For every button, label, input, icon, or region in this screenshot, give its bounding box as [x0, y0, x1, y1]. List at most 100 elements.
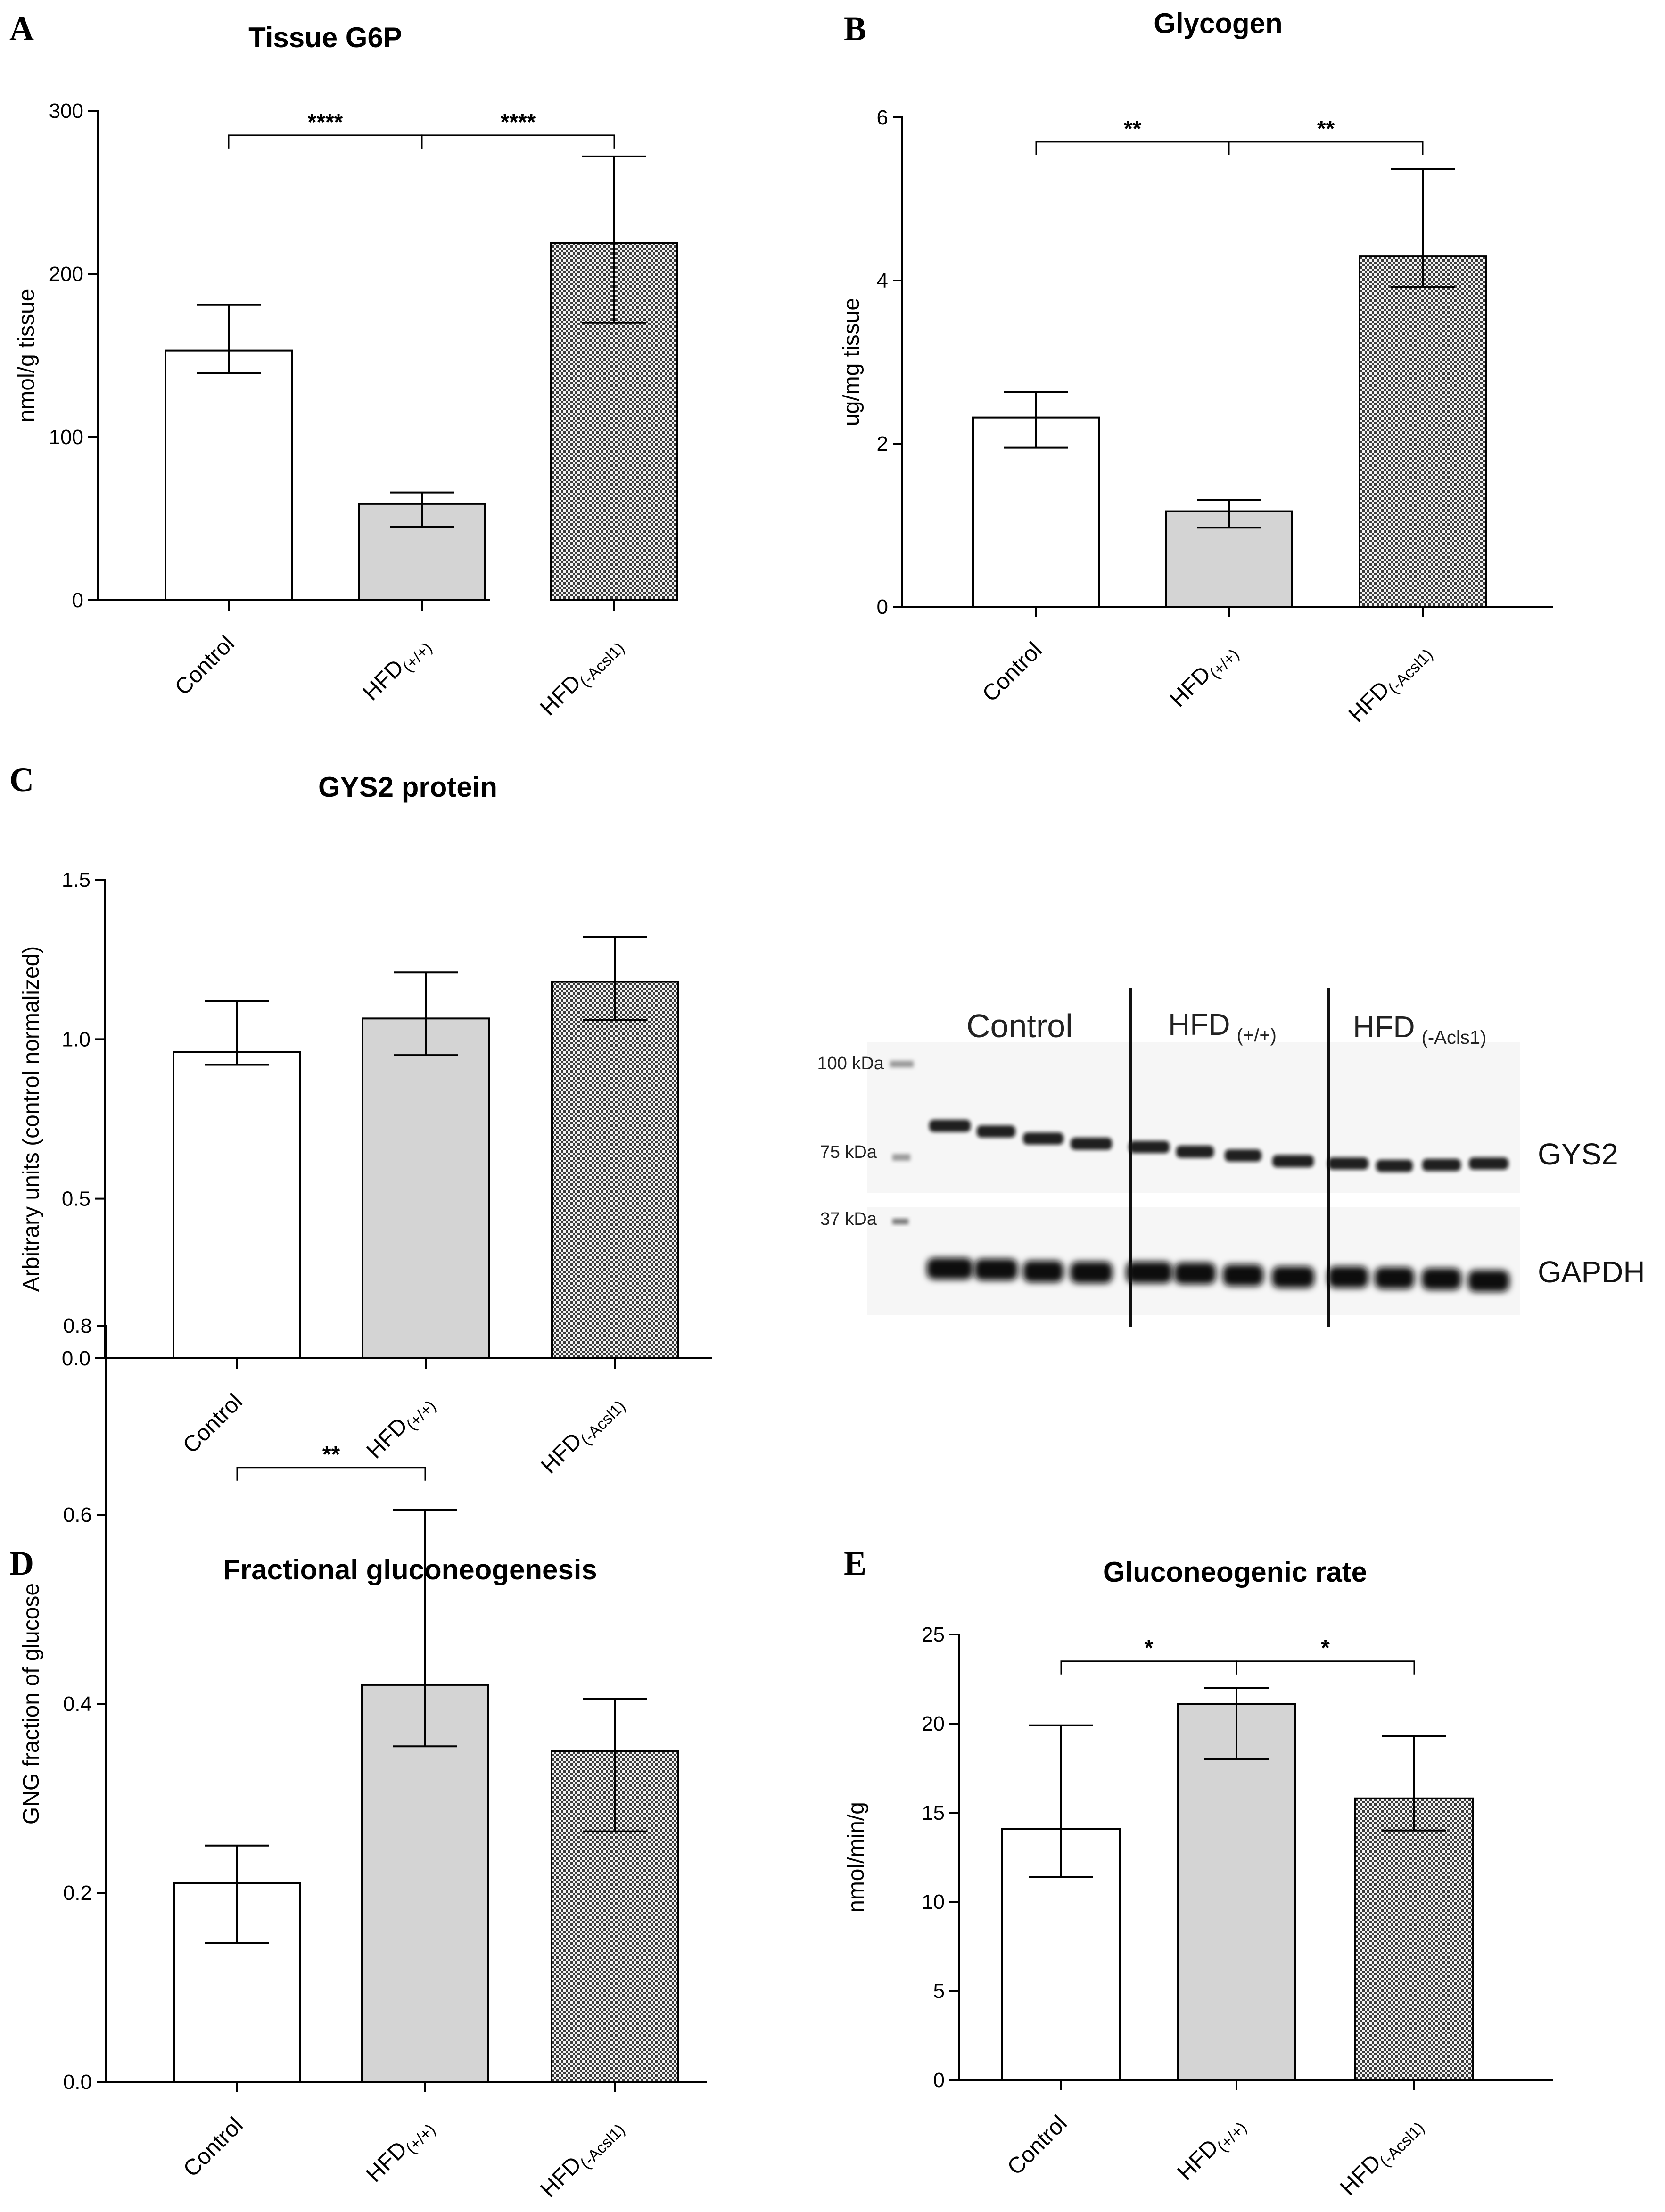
- significance-stars: ****: [308, 110, 343, 135]
- category-label: HFD(+/+): [1165, 637, 1243, 715]
- y-tick-label: 0.8: [63, 1314, 92, 1337]
- y-tick-label: 10: [922, 1890, 945, 1914]
- y-tick-label: 15: [922, 1801, 945, 1824]
- gapdh-band: [927, 1258, 973, 1279]
- y-tick-label: 0: [72, 589, 83, 612]
- gys2-band: [1469, 1157, 1508, 1170]
- gys2-band: [977, 1125, 1015, 1138]
- significance-bracket: [421, 134, 615, 149]
- marker-37kda: 37 kDa: [820, 1209, 877, 1229]
- gys2-band: [1272, 1155, 1314, 1167]
- gys2-band: [1129, 1141, 1170, 1153]
- y-tick-label: 300: [49, 99, 83, 123]
- blot-lower-membrane: [867, 1207, 1520, 1315]
- significance-stars: *: [1321, 1636, 1330, 1661]
- chart-title: GYS2 protein: [318, 771, 497, 803]
- ladder-band-75: [892, 1154, 910, 1161]
- category-main: Control: [179, 2113, 248, 2182]
- band-label-gapdh: GAPDH: [1538, 1255, 1645, 1289]
- category-label: Control: [1003, 2111, 1072, 2180]
- y-tick-label: 0.5: [62, 1188, 91, 1211]
- category-label: HFD(+/+): [1173, 2111, 1250, 2188]
- category-label: HFD(-Acsl1): [536, 1389, 629, 1481]
- y-axis-label: GNG fraction of glucose: [19, 1583, 44, 1824]
- y-tick-label: 20: [922, 1712, 945, 1735]
- y-tick-label: 6: [877, 106, 888, 129]
- y-tick-label: 0.0: [63, 2071, 92, 2094]
- category-subscript: (-Acsl1): [576, 639, 628, 691]
- gys2-band: [1328, 1157, 1368, 1170]
- y-axis-label: ug/mg tissue: [839, 298, 864, 426]
- y-axis-label: nmol/min/g: [844, 1802, 869, 1913]
- significance-stars: **: [1317, 116, 1335, 141]
- gapdh-band: [1422, 1268, 1461, 1290]
- y-tick-label: 4: [877, 269, 888, 292]
- category-label: HFD(+/+): [362, 2113, 439, 2190]
- panel-letter: C: [9, 761, 34, 799]
- y-tick-label: 100: [49, 426, 83, 449]
- category-subscript: (-Acsl1): [1385, 645, 1436, 697]
- gys2-band: [1376, 1160, 1413, 1172]
- category-label: Control: [170, 631, 239, 700]
- marker-100kda: 100 kDa: [817, 1054, 884, 1073]
- gys2-band: [1023, 1132, 1063, 1145]
- category-label: HFD(+/+): [358, 631, 436, 708]
- y-tick-label: 200: [49, 263, 83, 286]
- significance-stars: **: [1124, 116, 1142, 141]
- chart-title: Fractional gluconeogenesis: [223, 1554, 597, 1585]
- category-main: Control: [170, 631, 239, 700]
- category-subscript: (-Acsl1): [577, 1397, 629, 1449]
- bar: [361, 1684, 489, 2083]
- category-label: Control: [179, 2113, 248, 2182]
- panel-d: D Fractional gluconeogenesis 0.0 0.2 0.4 0.6 0…: [9, 1314, 707, 2205]
- ladder-band-100: [890, 1061, 914, 1067]
- chart-title: Gluconeogenic rate: [1103, 1556, 1367, 1588]
- blot-group-hfd-acsl1: HFD (-Acls1): [1353, 1010, 1486, 1048]
- y-axis-label: nmol/g tissue: [14, 289, 39, 422]
- panel-letter: A: [9, 10, 34, 48]
- y-tick-label: 0.0: [62, 1347, 91, 1370]
- significance-stars: ****: [501, 110, 536, 135]
- bar: [1177, 1703, 1296, 2081]
- significance-bracket: [1035, 141, 1230, 155]
- y-tick-label: 0.4: [63, 1692, 92, 1716]
- category-label: HFD(-Acsl1): [536, 631, 628, 723]
- gapdh-band: [1375, 1267, 1414, 1289]
- blot-group-control: Control: [966, 1007, 1073, 1044]
- significance-bracket: [1228, 141, 1424, 155]
- category-label: Control: [978, 637, 1047, 707]
- category-label: HFD(-Acsl1): [1344, 637, 1436, 730]
- chart-title: Glycogen: [1154, 8, 1282, 39]
- western-blot: 100 kDa 75 kDa 37 kDa Control HFD (+/+) H…: [817, 988, 1645, 1327]
- gys2-band: [1176, 1146, 1214, 1158]
- gys2-band: [1071, 1138, 1112, 1150]
- panel-letter: D: [9, 1544, 34, 1582]
- gapdh-band: [1468, 1270, 1509, 1292]
- bar: [173, 1051, 301, 1359]
- category-main: Control: [978, 637, 1047, 707]
- bar: [1354, 1797, 1474, 2081]
- y-tick-label: 0.6: [63, 1503, 92, 1527]
- bar: [362, 1017, 490, 1360]
- y-tick-label: 0: [933, 2069, 945, 2092]
- significance-bracket: [1060, 1660, 1237, 1675]
- y-tick-label: 2: [877, 432, 888, 455]
- panel-letter: E: [844, 1544, 866, 1582]
- significance-bracket: [236, 1467, 426, 1481]
- gapdh-bands: [927, 1258, 1509, 1292]
- bar: [972, 416, 1100, 608]
- significance-bracket: [228, 134, 423, 149]
- y-axis-label: Arbitrary units (control normalized): [19, 946, 44, 1292]
- gapdh-band: [1328, 1266, 1368, 1288]
- bar: [165, 349, 293, 601]
- category-subscript: (-Acsl1): [577, 2121, 628, 2172]
- category-label: HFD(-Acsl1): [536, 2113, 628, 2205]
- y-tick-label: 25: [922, 1623, 945, 1646]
- bar: [1359, 255, 1487, 608]
- significance-stars: **: [322, 1442, 340, 1467]
- category-main: Control: [178, 1389, 247, 1458]
- gapdh-band: [1223, 1264, 1263, 1286]
- y-tick-label: 1.0: [62, 1028, 91, 1051]
